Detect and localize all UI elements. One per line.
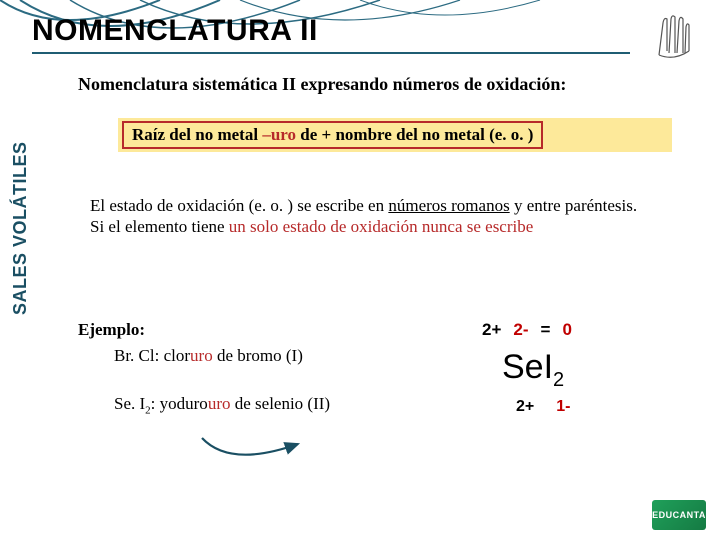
sidebar-label: SALES VOLÁTILES: [10, 141, 31, 315]
rule-part3: de + nombre del no metal (e. o. ): [296, 125, 533, 144]
slide: { "colors": { "curve_stroke": "#2c6b82",…: [0, 0, 720, 540]
rule-suffix-red: –uro: [262, 125, 296, 144]
explanation-block: El estado de oxidación (e. o. ) se escri…: [90, 195, 690, 238]
explain-line1: El estado de oxidación (e. o. ) se escri…: [90, 195, 690, 216]
explain-red: un solo estado de oxidación nunca se esc…: [229, 217, 534, 236]
rule-highlight-band: Raíz del no metal –uro de + nombre del n…: [118, 118, 672, 152]
chem-equation-panel: 2+ 2- = 0 SeI2 2+ 1-: [440, 320, 700, 416]
underline-roman: números romanos: [388, 196, 509, 215]
charge-equation: 2+ 2- = 0: [482, 320, 700, 340]
page-title: NOMENCLATURA II: [32, 14, 630, 48]
cross-arrow-icon: [190, 434, 340, 470]
rule-part1: Raíz del no metal: [132, 125, 262, 144]
subtitle: Nomenclatura sistemática II expresando n…: [78, 74, 700, 95]
bottom-charges: 2+ 1-: [516, 398, 700, 416]
explain-line2: Si el elemento tiene un solo estado de o…: [90, 216, 690, 237]
chem-formula: SeI2: [502, 348, 700, 392]
footer-logo-top: EDUCANTA: [652, 510, 706, 520]
title-container: NOMENCLATURA II: [32, 14, 630, 54]
rule-box: Raíz del no metal –uro de + nombre del n…: [122, 121, 543, 149]
footer-logo: EDUCANTA: [652, 500, 706, 530]
corner-sketch-icon: [646, 6, 702, 62]
